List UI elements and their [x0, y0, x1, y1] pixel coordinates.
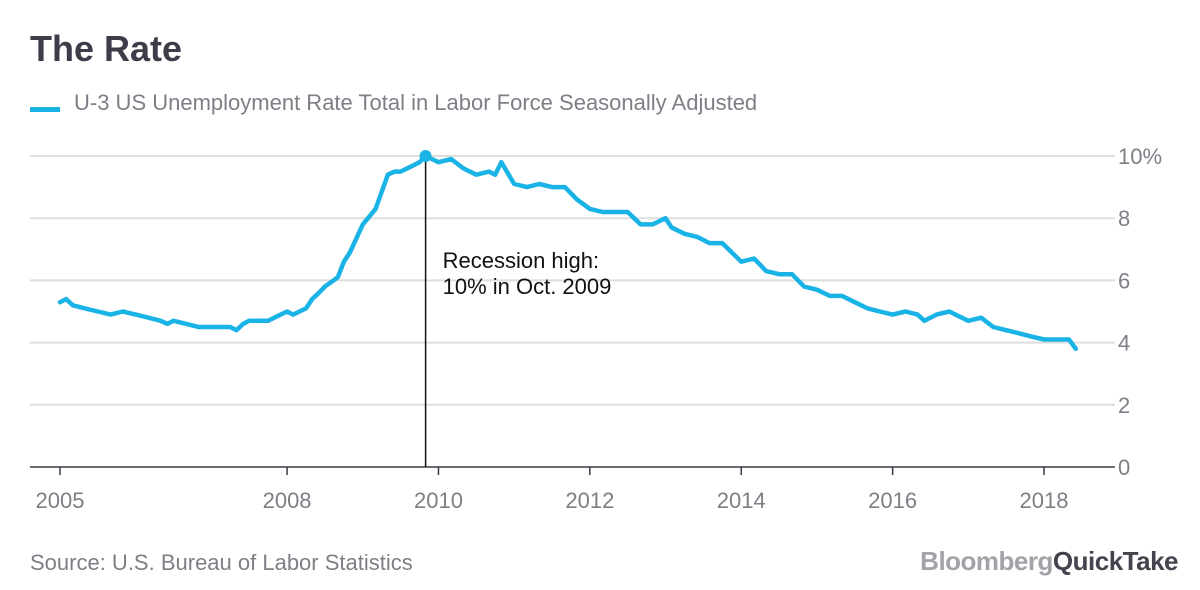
brand-part1: Bloomberg — [920, 546, 1053, 576]
chart-title: The Rate — [30, 28, 183, 69]
x-tick-label: 2014 — [717, 488, 766, 513]
series-line — [57, 153, 1079, 352]
legend-label: U-3 US Unemployment Rate Total in Labor … — [74, 90, 758, 115]
y-tick-label: 10% — [1118, 144, 1162, 169]
legend: U-3 US Unemployment Rate Total in Labor … — [30, 88, 757, 118]
y-tick-label: 0 — [1118, 455, 1130, 480]
y-tick-label: 2 — [1118, 393, 1130, 418]
x-tick-label: 2008 — [263, 488, 312, 513]
annotation-marker — [419, 150, 432, 162]
x-tick-label: 2012 — [565, 488, 614, 513]
brand-part2: QuickTake — [1052, 546, 1179, 576]
x-tick-label: 2016 — [868, 488, 917, 513]
annotation-label-line2: 10% in Oct. 2009 — [443, 274, 612, 299]
x-tick-label: 2005 — [36, 488, 85, 513]
y-tick-label: 6 — [1118, 268, 1130, 293]
x-tick-label: 2010 — [414, 488, 463, 513]
brand-logo: BloombergQuickTake — [920, 546, 1178, 577]
annotation-label-line1: Recession high: — [443, 248, 600, 273]
y-tick-label: 8 — [1118, 206, 1130, 231]
source-note: Source: U.S. Bureau of Labor Statistics — [30, 550, 413, 575]
legend-swatch — [30, 106, 60, 112]
x-tick-label: 2018 — [1020, 488, 1069, 513]
y-tick-label: 4 — [1118, 331, 1130, 356]
